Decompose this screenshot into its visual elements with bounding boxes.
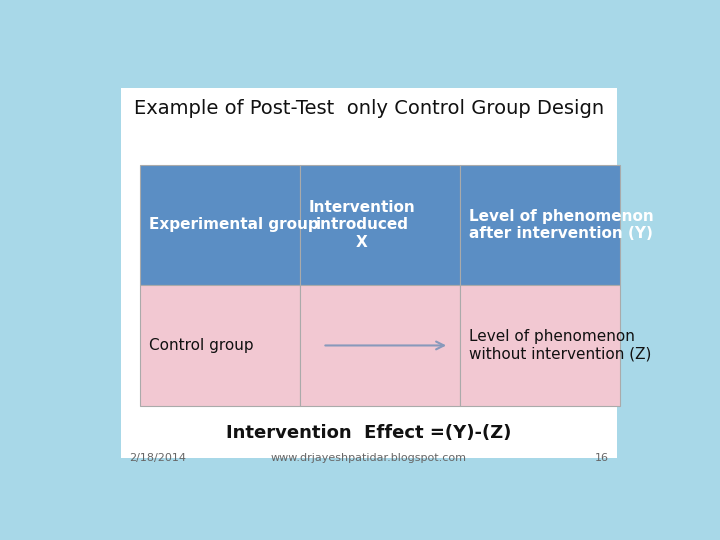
- Text: Example of Post-Test  only Control Group Design: Example of Post-Test only Control Group …: [134, 99, 604, 118]
- Text: 16: 16: [595, 453, 609, 463]
- Text: Level of phenomenon
without intervention (Z): Level of phenomenon without intervention…: [469, 329, 651, 362]
- Text: Control group: Control group: [148, 338, 253, 353]
- Text: Experimental group: Experimental group: [148, 218, 318, 232]
- Bar: [460, 285, 620, 406]
- Bar: [300, 285, 460, 406]
- Text: Intervention  Effect =(Y)-(Z): Intervention Effect =(Y)-(Z): [226, 424, 512, 442]
- Text: Level of phenomenon
after intervention (Y): Level of phenomenon after intervention (…: [469, 208, 653, 241]
- Text: 2/18/2014: 2/18/2014: [129, 453, 186, 463]
- Bar: [300, 165, 460, 285]
- Text: Intervention
introduced
X: Intervention introduced X: [309, 200, 415, 250]
- Bar: [140, 285, 300, 406]
- Text: www.drjayeshpatidar.blogspot.com: www.drjayeshpatidar.blogspot.com: [271, 453, 467, 463]
- Bar: [140, 165, 300, 285]
- FancyBboxPatch shape: [121, 87, 617, 458]
- Bar: [460, 165, 620, 285]
